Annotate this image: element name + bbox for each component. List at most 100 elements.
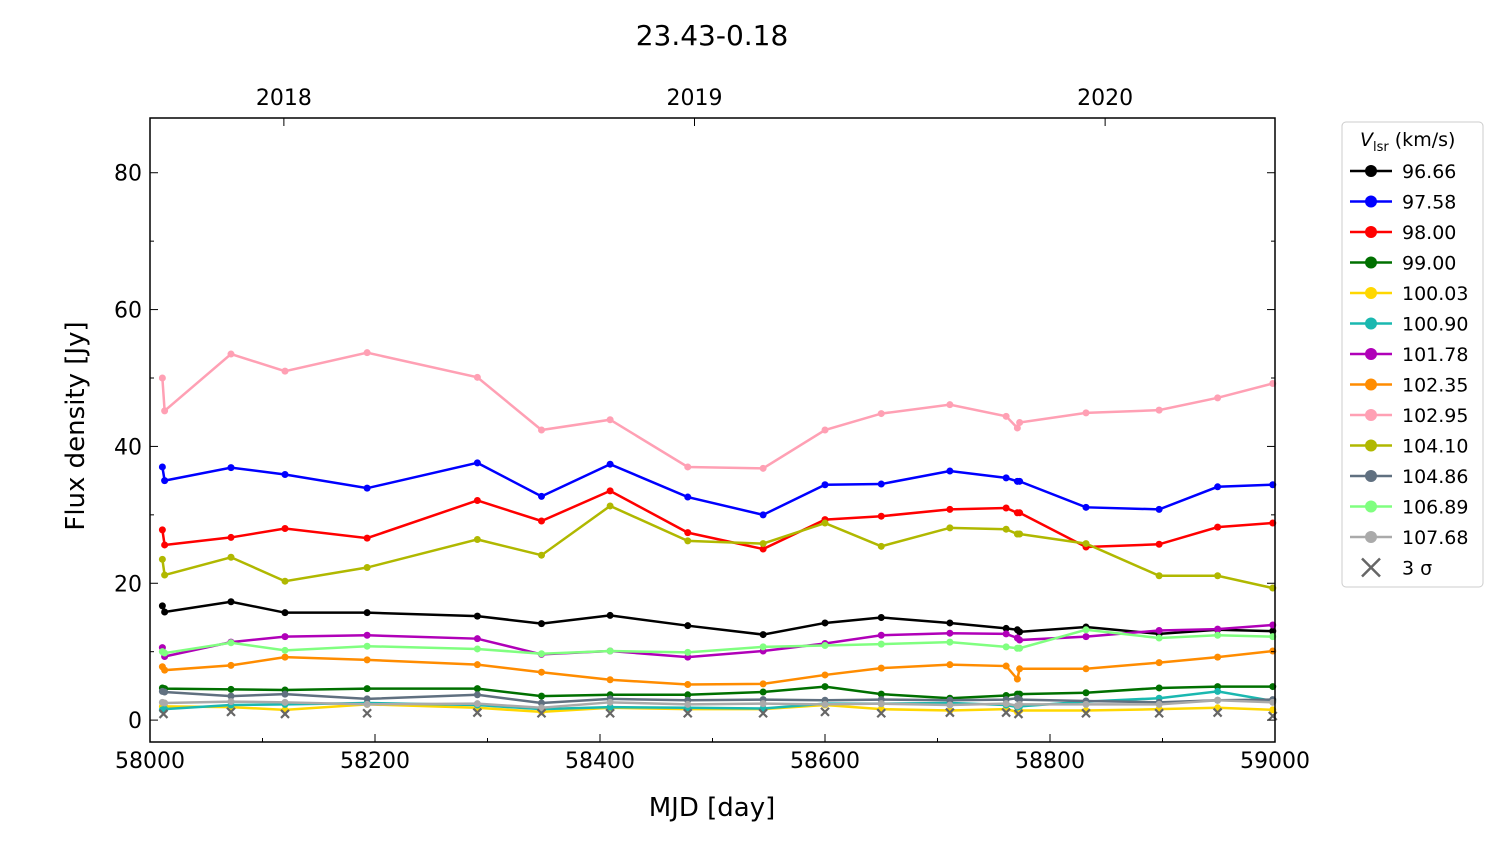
plot-area <box>158 349 1278 721</box>
data-point <box>606 487 614 495</box>
sigma-marker <box>362 708 372 719</box>
data-point <box>1002 662 1010 670</box>
legend-marker-101.78 <box>1365 348 1377 360</box>
data-point <box>161 571 169 579</box>
sigma-marker <box>682 708 693 719</box>
data-point <box>684 537 692 545</box>
data-point <box>877 640 885 648</box>
legend-label: 106.89 <box>1402 497 1468 519</box>
data-point <box>759 545 767 553</box>
x-tick-label: 58600 <box>790 749 860 774</box>
sigma-marker <box>1212 707 1223 718</box>
data-point <box>363 631 371 639</box>
data-point <box>1002 412 1010 420</box>
data-point <box>1155 406 1163 414</box>
legend-label: 100.03 <box>1402 283 1468 305</box>
data-point <box>281 690 289 698</box>
series-line <box>161 489 1273 551</box>
data-point <box>161 608 169 616</box>
legend-marker-102.35 <box>1365 378 1377 391</box>
data-point <box>1155 572 1163 580</box>
series-102.95 <box>158 349 1277 472</box>
sigma-marker <box>536 708 547 719</box>
data-point <box>473 373 481 381</box>
y-tick-label: 60 <box>114 299 142 324</box>
data-point <box>227 639 235 647</box>
sigma-marker <box>758 708 768 719</box>
legend-label: 3 σ <box>1402 558 1432 580</box>
data-point <box>1016 700 1024 708</box>
series-101.78 <box>158 621 1277 661</box>
data-point <box>538 492 545 500</box>
series-102.35 <box>158 647 1277 689</box>
data-point <box>538 517 545 525</box>
data-point <box>821 519 829 527</box>
legend-marker-104.86 <box>1365 470 1377 482</box>
y-tick-label: 80 <box>114 162 142 187</box>
data-point <box>684 653 692 661</box>
data-point <box>538 668 545 676</box>
data-point <box>363 695 371 703</box>
series-line <box>161 461 1273 517</box>
data-point <box>606 611 614 619</box>
sigma-marker <box>1001 707 1011 718</box>
data-point <box>1214 572 1222 580</box>
data-point <box>1155 684 1163 692</box>
data-point <box>877 480 885 488</box>
legend-label: 102.95 <box>1402 405 1468 427</box>
sigma-marker <box>158 709 169 719</box>
series-line <box>162 699 1273 710</box>
sigma-marker <box>1013 709 1024 719</box>
data-point <box>1214 625 1222 633</box>
series-99.00 <box>158 683 1277 702</box>
data-point <box>538 692 545 700</box>
legend-marker-107.68 <box>1365 531 1377 543</box>
sigma-marker <box>876 708 887 719</box>
data-point <box>363 685 371 693</box>
data-point <box>473 645 481 653</box>
x-tick-label: 58400 <box>565 749 635 774</box>
data-point <box>946 629 954 637</box>
data-point <box>158 526 166 534</box>
series-line <box>162 685 1273 700</box>
data-point <box>821 700 829 708</box>
data-point <box>363 642 371 650</box>
x-tick-label: 58800 <box>1015 749 1085 774</box>
data-point <box>1214 631 1222 639</box>
data-point <box>538 704 545 712</box>
data-point <box>684 463 692 471</box>
data-point <box>281 525 289 533</box>
data-point <box>1214 696 1222 704</box>
sigma-marker <box>1154 708 1164 719</box>
data-point <box>759 511 767 519</box>
y-axis-label: Flux density [Jy] <box>61 321 91 530</box>
legend-label: 100.90 <box>1402 314 1468 336</box>
chart-title: 23.43-0.18 <box>636 19 789 52</box>
x-tick-label: 58000 <box>115 749 185 774</box>
top-axis-year-label: 2020 <box>1077 86 1133 111</box>
data-point <box>946 401 954 409</box>
legend-label: 107.68 <box>1402 527 1468 549</box>
sigma-marker <box>280 709 290 719</box>
data-point <box>161 688 169 696</box>
series-line <box>161 649 1273 686</box>
data-point <box>363 564 371 572</box>
legend-label: 99.00 <box>1402 253 1456 275</box>
data-point <box>606 703 614 711</box>
data-point <box>363 656 371 664</box>
data-point <box>473 635 481 643</box>
data-point <box>161 699 169 707</box>
series-line <box>161 351 1274 470</box>
series-106.89 <box>158 626 1277 658</box>
data-point <box>538 650 545 658</box>
data-point <box>1082 626 1090 634</box>
data-point <box>158 602 166 610</box>
data-point <box>1016 509 1024 517</box>
data-point <box>1013 424 1021 432</box>
data-point <box>363 700 371 708</box>
data-point <box>946 619 954 627</box>
legend-label: 101.78 <box>1402 344 1468 366</box>
data-point <box>363 609 371 617</box>
data-point <box>684 681 692 689</box>
data-point <box>363 484 371 492</box>
